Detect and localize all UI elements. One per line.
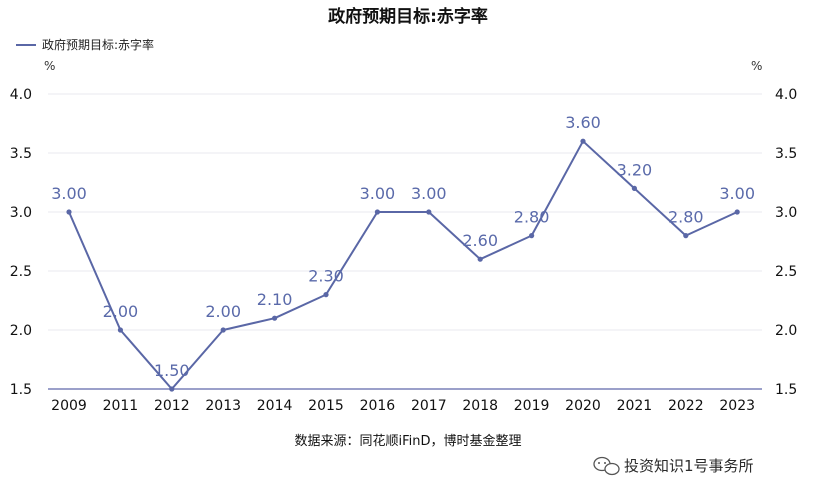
y-tick-label-left: 2.0: [10, 323, 32, 339]
data-label: 2.00: [205, 302, 241, 321]
x-tick-label: 2011: [103, 398, 139, 414]
data-point: [477, 256, 483, 262]
y-tick-label-right: 2.5: [775, 264, 797, 280]
data-point: [580, 138, 586, 144]
source-note: 数据来源：同花顺iFinD，博时基金整理: [294, 433, 521, 449]
data-point: [220, 327, 226, 333]
y-tick-label-left: 3.0: [10, 205, 32, 221]
data-label: 3.20: [617, 160, 653, 179]
data-label: 3.00: [719, 184, 755, 203]
x-tick-label: 2017: [411, 398, 447, 414]
x-tick-label: 2022: [668, 398, 704, 414]
x-tick-label: 2021: [617, 398, 653, 414]
series: [66, 138, 740, 392]
data-label: 3.00: [360, 184, 396, 203]
chart-title: 政府预期目标:赤字率: [328, 6, 488, 27]
y-tick-label-right: 3.0: [775, 205, 797, 221]
data-point: [117, 327, 123, 333]
data-point: [272, 315, 278, 321]
data-label: 3.00: [411, 184, 447, 203]
x-tick-label: 2020: [565, 398, 601, 414]
y-tick-label-right: 2.0: [775, 323, 797, 339]
data-label: 3.60: [565, 113, 601, 132]
data-point: [631, 185, 638, 191]
data-point: [426, 209, 432, 215]
x-tick-label: 2012: [154, 398, 190, 414]
axes: 1.5 1.5 2.0 2.0 2.5 2.5 3.0 3.0 3.5 3.5 4.0 4.0 2009…: [10, 87, 798, 414]
data-label: 3.00: [51, 184, 87, 203]
data-label: 2.80: [668, 208, 704, 227]
data-point: [529, 233, 535, 239]
y-tick-label-right: 1.5: [775, 382, 797, 398]
y-tick-label-left: 2.5: [10, 264, 32, 280]
x-tick-label: 2013: [205, 398, 241, 414]
grid: [48, 93, 762, 331]
right-axis-unit: %: [751, 59, 762, 73]
wechat-icon: [593, 456, 620, 476]
data-label: 2.00: [103, 302, 139, 321]
x-tick-label: 2023: [719, 398, 755, 414]
data-label: 1.50: [154, 361, 190, 380]
data-point: [323, 292, 329, 298]
y-tick-label-right: 4.0: [775, 87, 797, 103]
x-tick-label: 2016: [360, 398, 396, 414]
y-tick-label-right: 3.5: [775, 146, 797, 162]
x-tick-label: 2018: [462, 398, 498, 414]
y-tick-label-left: 1.5: [10, 382, 32, 398]
x-tick-label: 2019: [514, 398, 550, 414]
x-tick-label: 2014: [257, 398, 293, 414]
data-point: [169, 386, 175, 392]
data-point: [734, 209, 740, 215]
y-tick-label-left: 3.5: [10, 146, 32, 162]
data-point: [683, 233, 689, 239]
data-label: 2.30: [308, 267, 344, 286]
y-tick-label-left: 4.0: [10, 87, 32, 103]
x-tick-label: 2015: [308, 398, 344, 414]
legend-label: 政府预期目标:赤字率: [42, 37, 154, 52]
data-label: 2.80: [514, 208, 550, 227]
watermark: 投资知识1号事务所: [593, 456, 754, 476]
data-labels: 3.00 2.00 1.50 2.00 2.10 2.30 3.00 3.00 2.60 2.80…: [51, 113, 755, 380]
data-label: 2.60: [462, 231, 498, 250]
data-point: [374, 209, 380, 215]
x-tick-label: 2009: [51, 398, 87, 414]
legend: 政府预期目标:赤字率: [16, 37, 154, 52]
data-label: 2.10: [257, 290, 293, 309]
left-axis-unit: %: [44, 59, 55, 73]
data-point: [66, 209, 72, 215]
series-line: [68, 140, 738, 390]
watermark-text: 投资知识1号事务所: [624, 457, 754, 475]
